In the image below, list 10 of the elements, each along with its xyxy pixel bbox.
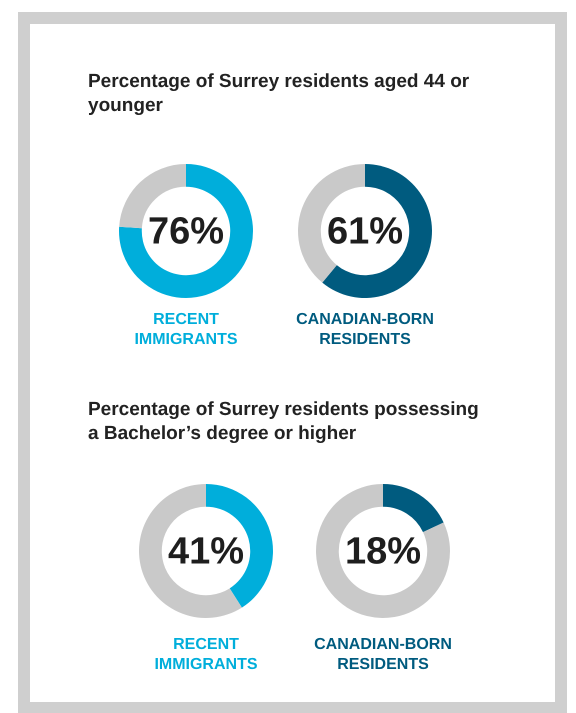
text: 76%: [148, 210, 224, 252]
chart-title: Percentage of Surrey residents aged 44 or younger: [88, 70, 470, 118]
text: CANADIAN-BORN RESIDENTS: [295, 310, 435, 350]
text: 18%: [344, 530, 422, 572]
text: CANADIAN-BORN RESIDENTS: [313, 635, 453, 675]
text: RECENT IMMIGRANTS: [133, 310, 239, 350]
text: RECENT IMMIGRANTS: [153, 635, 259, 675]
text: 61%: [326, 210, 404, 252]
text: 41%: [168, 530, 244, 572]
chart-title: Percentage of Surrey residents possessing a Bachelor’s degree or higher: [88, 398, 480, 446]
